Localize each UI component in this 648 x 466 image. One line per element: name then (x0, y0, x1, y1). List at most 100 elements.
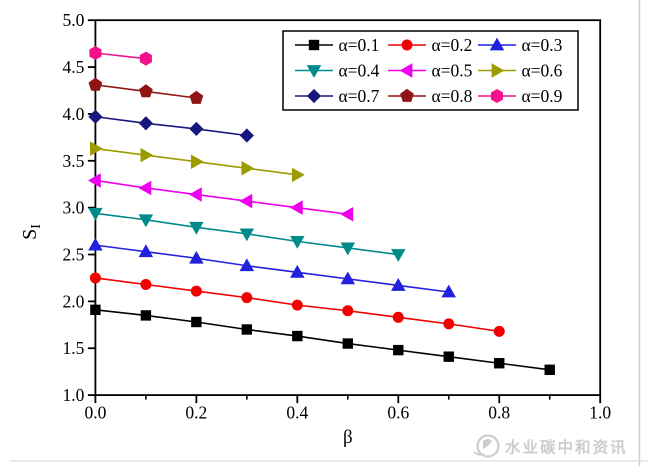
series-point-marker (89, 46, 102, 60)
series-α=0.3 (88, 237, 457, 298)
legend-entry-α=0.5: α=0.5 (388, 61, 473, 81)
series-point-marker (88, 237, 103, 251)
series-α=0.9 (89, 46, 152, 66)
legend-entry-α=0.2: α=0.2 (388, 35, 472, 55)
series-point-marker (189, 121, 204, 137)
series-point-marker (140, 147, 154, 163)
series-point-marker (88, 109, 103, 124)
series-point-marker (139, 51, 152, 66)
series-α=0.4 (88, 207, 406, 262)
x-tick-label: 0.0 (84, 403, 106, 423)
x-tick-label: 0.6 (387, 403, 409, 423)
series-point-marker (291, 299, 303, 311)
series-point-marker (340, 206, 354, 222)
series-point-marker (494, 358, 505, 369)
x-tick-label: 1.0 (589, 403, 611, 423)
legend-marker (489, 37, 505, 51)
series-α=0.6 (90, 141, 305, 183)
series-point-marker (139, 84, 153, 98)
legend-marker (306, 88, 322, 104)
series-point-marker (392, 311, 404, 323)
series-point-marker (138, 180, 152, 196)
series-α=0.5 (87, 173, 354, 222)
series-point-marker (289, 200, 303, 215)
legend-marker (306, 65, 322, 78)
series-point-marker (391, 249, 406, 262)
legend-entry-α=0.9: α=0.9 (478, 86, 563, 106)
series-point-marker (87, 173, 101, 188)
series-α=0.8 (88, 77, 204, 104)
legend-label: α=0.8 (432, 86, 473, 106)
series-α=0.2 (89, 272, 505, 337)
series-point-marker (290, 235, 305, 249)
series-point-marker (90, 304, 101, 316)
y-tick-label: 1.5 (63, 338, 85, 358)
y-tick-label: 4.0 (63, 104, 85, 124)
watermark-text: 水业碳中和资讯 (505, 438, 628, 457)
x-tick-label: 0.2 (185, 403, 207, 423)
series-point-marker (239, 228, 255, 242)
legend-marker (491, 63, 505, 78)
legend-label: α=0.2 (432, 35, 473, 55)
legend-entry-α=0.4: α=0.4 (295, 61, 380, 81)
y-tick-label: 4.5 (63, 57, 85, 77)
series-point-marker (443, 351, 454, 362)
y-tick-label: 1.0 (63, 385, 85, 405)
series-point-marker (138, 244, 154, 258)
series-line (95, 115, 247, 137)
series-point-marker (391, 278, 406, 291)
series-point-marker (88, 207, 103, 221)
legend-entry-α=0.6: α=0.6 (478, 61, 563, 81)
series-point-marker (340, 271, 356, 285)
legend-entry-α=0.3: α=0.3 (478, 35, 563, 55)
legend-marker (490, 89, 504, 103)
series-point-marker (239, 193, 253, 209)
legend-label: α=0.4 (339, 61, 380, 81)
series-point-marker (90, 141, 103, 156)
series-point-marker (241, 292, 253, 304)
series-point-marker (189, 90, 204, 104)
series-point-marker (189, 221, 204, 235)
legend-marker (308, 39, 320, 51)
series-point-marker (342, 305, 354, 317)
series-point-marker (340, 242, 356, 256)
x-tick-label: 0.4 (286, 403, 308, 423)
legend-marker (401, 39, 413, 51)
series-point-marker (291, 167, 305, 183)
legend-label: α=0.9 (522, 86, 563, 106)
legend-entry-α=0.8: α=0.8 (388, 86, 473, 106)
y-tick-label: 2.5 (63, 245, 85, 265)
series-point-marker (191, 316, 202, 328)
legend-label: α=0.7 (339, 86, 380, 106)
series-point-marker (290, 264, 305, 278)
droplet-logo-icon (473, 434, 500, 458)
watermark: 水业碳中和资讯 (473, 434, 628, 458)
series-point-marker (188, 187, 202, 202)
legend-marker (400, 88, 414, 102)
series-line (95, 309, 550, 371)
series-point-marker (88, 77, 103, 91)
series-point-marker (140, 310, 152, 321)
series-point-marker (239, 258, 255, 272)
y-tick-label: 5.0 (63, 10, 85, 30)
series-point-marker (140, 279, 152, 291)
legend-label: α=0.6 (522, 61, 563, 81)
legend-label: α=0.1 (339, 35, 380, 55)
x-axis-label: β (343, 427, 353, 448)
series-point-marker (89, 272, 101, 284)
series-point-marker (239, 128, 254, 143)
series-line (95, 179, 348, 216)
series-point-marker (443, 318, 455, 330)
series-α=0.7 (88, 109, 254, 143)
series-point-marker (190, 154, 204, 169)
series-point-marker (493, 325, 505, 337)
series-point-marker (544, 364, 555, 375)
y-tick-label: 2.0 (63, 291, 85, 311)
x-tick-label: 0.8 (488, 403, 510, 423)
series-point-marker (189, 250, 204, 264)
series-point-marker (138, 116, 153, 131)
legend: α=0.1 α=0.2 α=0.3 α=0.4 α=0.5 α=0.6 α=0.7 α=0.8… (282, 30, 579, 111)
series-point-marker (138, 214, 154, 228)
